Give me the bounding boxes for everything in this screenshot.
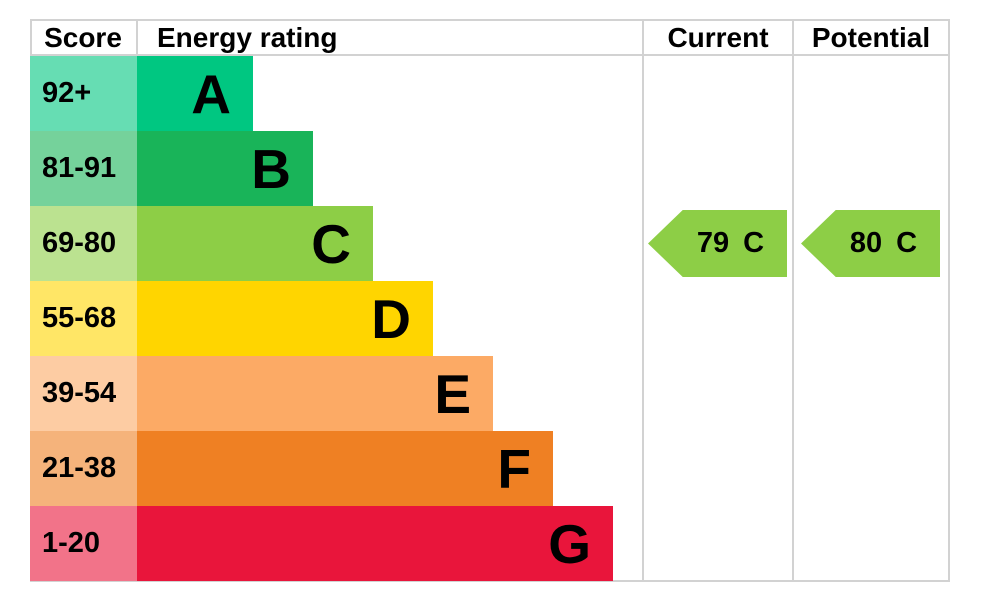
band-letter: E (434, 362, 471, 425)
score-range-cell-g: 1-20 (30, 506, 137, 581)
band-letter: C (311, 212, 351, 275)
potential-rating-arrow-icon: 80 C (801, 210, 940, 277)
table-border-top (30, 19, 950, 21)
band-letter: B (251, 137, 291, 200)
potential-column-divider (792, 19, 794, 582)
score-range-label: 92+ (42, 77, 92, 109)
band-letter: F (497, 437, 531, 500)
band-row-a: 92+ A (30, 56, 253, 131)
potential-column-header: Potential (811, 22, 931, 53)
band-bar-d: D (137, 281, 433, 356)
band-row-c: 69-80 C (30, 206, 373, 281)
table-border-bottom (30, 580, 950, 582)
band-bar-e: E (137, 356, 493, 431)
current-column-divider (642, 19, 644, 582)
score-column-divider (136, 19, 138, 56)
score-range-cell-b: 81-91 (30, 131, 137, 206)
band-bar-a: A (137, 56, 253, 131)
score-range-cell-a: 92+ (30, 56, 137, 131)
score-range-label: 21-38 (42, 452, 117, 484)
score-range-label: 1-20 (42, 527, 101, 559)
band-bar-g: G (137, 506, 613, 581)
score-range-cell-d: 55-68 (30, 281, 137, 356)
table-border-right (948, 19, 950, 582)
header-bottom-border (30, 54, 950, 56)
score-range-label: 55-68 (42, 302, 117, 334)
current-column-header: Current (667, 22, 769, 53)
header-left-border (30, 19, 32, 56)
score-range-label: 81-91 (42, 152, 117, 184)
current-rating-arrow-icon: 79 C (648, 210, 787, 277)
band-row-g: 1-20 G (30, 506, 613, 581)
band-row-d: 55-68 D (30, 281, 433, 356)
potential-score-value: 80 (849, 227, 883, 259)
potential-band-letter: C (896, 227, 918, 259)
band-bar-b: B (137, 131, 313, 206)
score-range-label: 39-54 (42, 377, 117, 409)
current-band-letter: C (743, 227, 765, 259)
band-letter: A (191, 62, 231, 125)
band-bar-f: F (137, 431, 553, 506)
score-range-label: 69-80 (42, 227, 117, 259)
energy-rating-column-header: Energy rating (157, 22, 338, 53)
band-letter: D (371, 287, 411, 350)
band-letter: G (548, 512, 591, 575)
score-range-cell-c: 69-80 (30, 206, 137, 281)
score-range-cell-f: 21-38 (30, 431, 137, 506)
current-score-value: 79 (696, 227, 730, 259)
score-range-cell-e: 39-54 (30, 356, 137, 431)
band-row-f: 21-38 F (30, 431, 553, 506)
band-row-e: 39-54 E (30, 356, 493, 431)
band-row-b: 81-91 B (30, 131, 313, 206)
band-bar-c: C (137, 206, 373, 281)
score-column-header: Score (44, 22, 122, 53)
